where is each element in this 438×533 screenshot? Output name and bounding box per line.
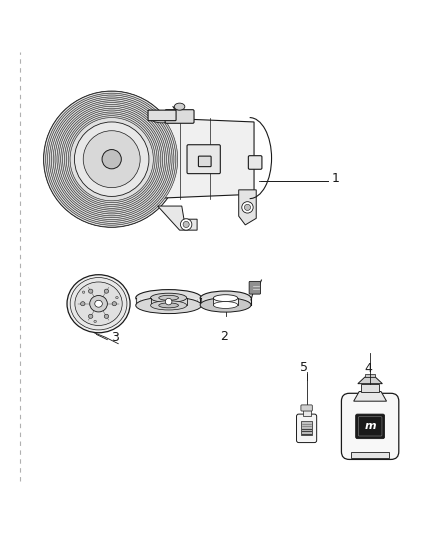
Ellipse shape [74,122,149,197]
Ellipse shape [88,314,93,318]
Ellipse shape [51,99,172,220]
Ellipse shape [68,116,155,203]
Ellipse shape [90,295,107,312]
Text: 5: 5 [300,361,308,374]
Bar [303,410,311,416]
FancyBboxPatch shape [187,145,220,174]
Text: 3: 3 [111,331,119,344]
Text: 4: 4 [364,361,372,375]
Ellipse shape [83,131,140,188]
Text: m: m [364,422,376,431]
Ellipse shape [44,91,180,227]
Ellipse shape [64,112,159,206]
Ellipse shape [67,274,130,333]
Ellipse shape [166,298,172,305]
Ellipse shape [53,101,170,217]
Ellipse shape [180,219,192,230]
FancyBboxPatch shape [148,110,176,120]
Ellipse shape [213,295,238,302]
Ellipse shape [49,97,174,221]
Ellipse shape [136,297,201,313]
Ellipse shape [61,108,162,210]
FancyBboxPatch shape [249,281,261,294]
Ellipse shape [242,201,253,213]
Ellipse shape [55,102,168,216]
Ellipse shape [200,291,251,305]
Bar [136,298,201,305]
Bar [213,298,238,305]
FancyBboxPatch shape [301,405,312,411]
Ellipse shape [57,104,166,214]
Ellipse shape [46,93,178,225]
Polygon shape [149,118,254,199]
Ellipse shape [183,221,189,228]
Ellipse shape [104,314,109,318]
Bar [365,374,375,377]
FancyBboxPatch shape [356,414,385,439]
FancyBboxPatch shape [342,393,399,459]
FancyBboxPatch shape [198,156,211,167]
Ellipse shape [213,302,238,309]
FancyBboxPatch shape [165,110,194,123]
Bar [301,421,312,435]
Polygon shape [158,206,197,230]
Ellipse shape [147,123,160,184]
Ellipse shape [159,295,178,300]
Polygon shape [239,190,256,225]
Bar [200,298,251,305]
Ellipse shape [244,204,251,211]
FancyBboxPatch shape [297,414,317,442]
Ellipse shape [151,293,187,302]
Ellipse shape [94,320,96,322]
FancyBboxPatch shape [248,156,262,169]
Bar [351,451,389,458]
Ellipse shape [88,289,93,293]
Ellipse shape [59,106,165,212]
Ellipse shape [116,296,118,299]
Ellipse shape [112,302,117,306]
Ellipse shape [104,289,109,293]
Ellipse shape [66,114,157,205]
Ellipse shape [81,302,85,306]
Ellipse shape [151,301,187,310]
Ellipse shape [70,278,127,330]
Ellipse shape [82,291,85,293]
Ellipse shape [75,282,122,326]
Bar [151,298,187,305]
Ellipse shape [102,150,121,169]
Polygon shape [354,392,386,401]
Ellipse shape [159,303,178,308]
Ellipse shape [48,95,176,223]
Bar [361,384,379,392]
Ellipse shape [44,91,180,227]
Text: 1: 1 [332,172,340,185]
Ellipse shape [95,300,102,307]
Text: 2: 2 [220,329,228,343]
Ellipse shape [150,112,174,123]
Ellipse shape [70,118,153,201]
Ellipse shape [200,298,251,312]
Ellipse shape [63,110,161,208]
Ellipse shape [136,289,201,306]
Polygon shape [358,377,382,384]
Ellipse shape [174,103,185,110]
